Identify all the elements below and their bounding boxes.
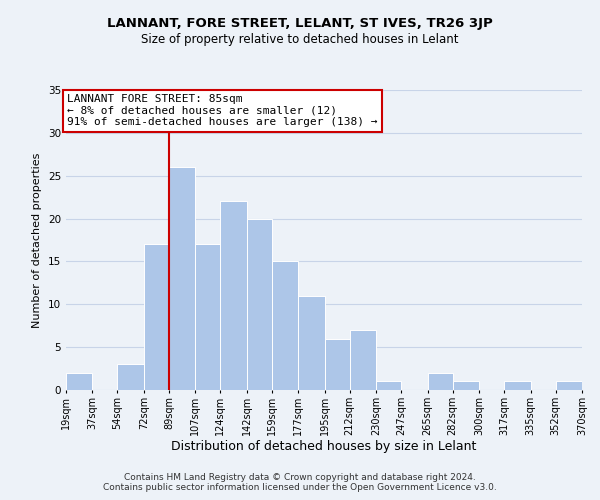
Bar <box>118 364 144 390</box>
Text: Size of property relative to detached houses in Lelant: Size of property relative to detached ho… <box>141 32 459 46</box>
Text: LANNANT, FORE STREET, LELANT, ST IVES, TR26 3JP: LANNANT, FORE STREET, LELANT, ST IVES, T… <box>107 18 493 30</box>
Bar <box>504 382 530 390</box>
Bar <box>452 382 479 390</box>
Bar <box>220 202 247 390</box>
Bar <box>376 382 401 390</box>
Bar <box>298 296 325 390</box>
Bar <box>272 262 298 390</box>
X-axis label: Distribution of detached houses by size in Lelant: Distribution of detached houses by size … <box>172 440 476 454</box>
Bar <box>144 244 169 390</box>
Text: LANNANT FORE STREET: 85sqm
← 8% of detached houses are smaller (12)
91% of semi-: LANNANT FORE STREET: 85sqm ← 8% of detac… <box>67 94 378 128</box>
Bar <box>66 373 92 390</box>
Bar <box>556 382 582 390</box>
Bar <box>247 218 272 390</box>
Text: Contains HM Land Registry data © Crown copyright and database right 2024.
Contai: Contains HM Land Registry data © Crown c… <box>103 473 497 492</box>
Bar <box>325 338 350 390</box>
Bar <box>196 244 220 390</box>
Y-axis label: Number of detached properties: Number of detached properties <box>32 152 43 328</box>
Bar <box>428 373 452 390</box>
Bar <box>350 330 376 390</box>
Bar <box>169 167 196 390</box>
